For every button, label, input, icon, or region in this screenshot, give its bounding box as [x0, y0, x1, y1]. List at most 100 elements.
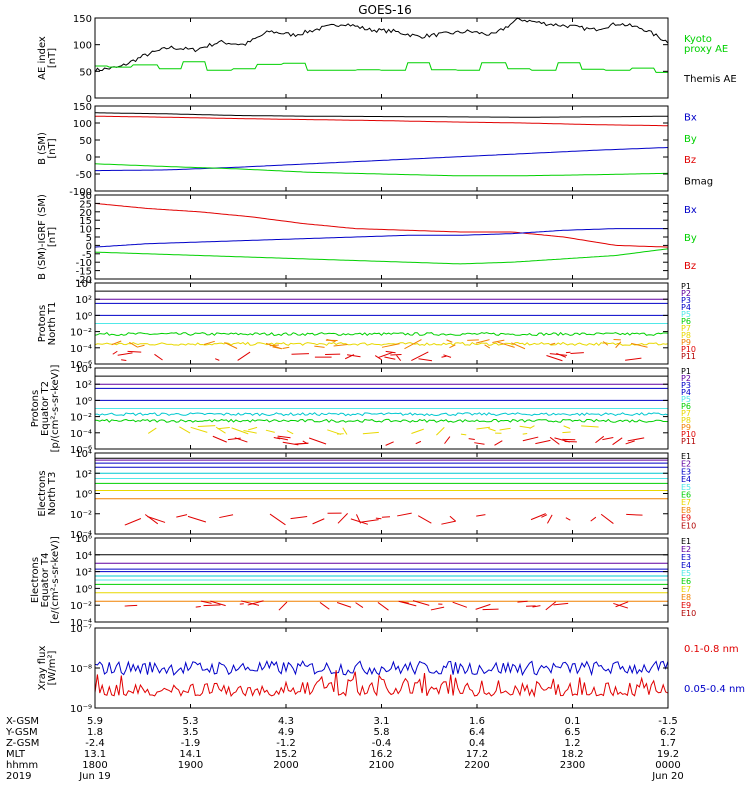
series-2 [94, 228, 668, 248]
panel-7: 10⁶ 10⁴ 10² 10⁰ 10⁻² 10⁻⁴ Electrons Equator T4[… [30, 534, 696, 629]
ephem-value: 5.8 [374, 727, 390, 738]
y-tick-label: 150 [73, 14, 92, 25]
ephem-value: 17.2 [466, 749, 488, 760]
ephem-value: 3.5 [183, 727, 199, 738]
ephem-value: -1.2 [276, 738, 296, 749]
ephem-value: 1.6 [469, 716, 485, 727]
y-tick-label: 10² [75, 469, 92, 480]
legend-entry: P1 [681, 367, 691, 376]
y-axis-label: [nT] [47, 48, 58, 68]
legend-entry: 0.1-0.8 nm [684, 644, 739, 655]
legend-entry: Bmag [684, 176, 713, 187]
ephem-value: 5.9 [87, 716, 103, 727]
y-tick-label: 10² [75, 295, 92, 306]
y-tick-label: 50 [79, 67, 92, 78]
ephem-value: 0000 [655, 760, 680, 771]
legend-entry: proxy AE [684, 44, 728, 55]
legend-entry: P9 [681, 423, 691, 432]
legend-entry: E1 [681, 537, 691, 546]
y-axis-label: B (SM) [37, 132, 48, 165]
panel-frame [94, 194, 669, 280]
y-tick-label: 10⁻⁹ [70, 704, 92, 715]
ephem-value: 15.2 [275, 749, 297, 760]
legend-entry: E3 [681, 553, 691, 562]
legend-entry: P5 [681, 310, 691, 319]
ephem-value: 6.4 [469, 727, 485, 738]
series-1 [95, 112, 668, 118]
ephem-row-label: Z-GSM [6, 738, 39, 749]
legend: Bx By Bz [684, 205, 697, 272]
series-4 [94, 163, 669, 177]
ephem-value: 1.2 [565, 738, 581, 749]
ephem-value: 4.9 [278, 727, 294, 738]
y-tick-label: 10² [75, 380, 92, 391]
y-tick-label: 25 [79, 199, 92, 210]
y-tick-label: 15 [79, 216, 92, 227]
legend-entry: Bz [684, 155, 696, 166]
y-tick-label: 10⁻⁴ [70, 429, 92, 440]
legend-entry: P3 [681, 296, 691, 305]
y-tick-label: 10² [75, 568, 92, 579]
legend-entry: E7 [681, 585, 691, 594]
legend-entry: E10 [681, 609, 696, 618]
legend-entry: E10 [681, 521, 696, 530]
ephem-value: 1.7 [660, 738, 676, 749]
y-axis-label: [nT] [47, 227, 58, 247]
series-3 [94, 248, 669, 265]
y-tick-label: 10⁻² [70, 510, 92, 521]
legend-entry: P9 [681, 338, 691, 347]
y-tick-label: 10⁻⁴ [70, 344, 92, 355]
legend-entry: E9 [681, 601, 691, 610]
y-axis-label: Electrons [37, 470, 48, 516]
y-tick-label: 20 [79, 208, 92, 219]
series-2 [95, 61, 668, 73]
legend-entry: Bz [684, 261, 696, 272]
ephem-value: 0.4 [469, 738, 485, 749]
legend-entry: E9 [681, 514, 691, 523]
series-3 [95, 147, 669, 172]
ephem-value: -2.4 [85, 738, 105, 749]
y-tick-label: 10⁴ [75, 551, 92, 562]
y-axis-label: [e/(cm²-s-sr-keV)] [50, 536, 61, 624]
ephem-value: 14.1 [179, 749, 201, 760]
y-tick-label: -20 [76, 275, 92, 286]
legend-entry: P7 [681, 324, 691, 333]
y-tick-label: 0 [86, 153, 92, 164]
series-9 [112, 350, 642, 362]
series-2 [94, 670, 669, 698]
ephem-value: 3.1 [374, 716, 390, 727]
legend-entry: E7 [681, 498, 691, 507]
y-axis-label: Equator T4 [40, 553, 51, 608]
legend-entry: E5 [681, 569, 691, 578]
series-8 [111, 338, 648, 350]
y-tick-label: 100 [73, 119, 92, 130]
legend-entry: P2 [681, 374, 691, 383]
y-tick-label: 10⁴ [75, 449, 92, 460]
series-2 [95, 115, 668, 127]
series-1 [94, 202, 669, 248]
y-axis-label: B (SM)-IGRF (SM) [37, 194, 48, 280]
series-1 [94, 659, 669, 677]
ephem-value: 2000 [273, 760, 298, 771]
panel-frame [94, 105, 669, 192]
ephem-value: 6.5 [565, 727, 581, 738]
y-tick-label: 0 [86, 241, 92, 252]
y-tick-label: 10 [79, 225, 92, 236]
panel-6: 10⁴ 10² 10⁰ 10⁻² 10⁻⁴ Electrons North T3 E1E2E3… [37, 449, 696, 541]
y-axis-label: Electrons [30, 557, 41, 603]
series-6 [94, 412, 669, 417]
ephem-value: -1.5 [658, 716, 678, 727]
ephem-row-label: 2019 [6, 771, 31, 782]
y-tick-label: 0 [86, 94, 92, 105]
series-1 [94, 17, 669, 73]
legend-entry: P10 [681, 345, 696, 354]
ephem-row-label: Y-GSM [5, 727, 38, 738]
y-tick-label: -100 [69, 187, 92, 198]
panel-8: 10⁻⁷ 10⁻⁸ 10⁻⁹ Xray flux [W/m²] 0.1-0.8 nm 0.0… [37, 624, 745, 715]
y-tick-label: 10⁻⁷ [70, 624, 92, 635]
y-tick-label: 10⁰ [75, 490, 92, 501]
